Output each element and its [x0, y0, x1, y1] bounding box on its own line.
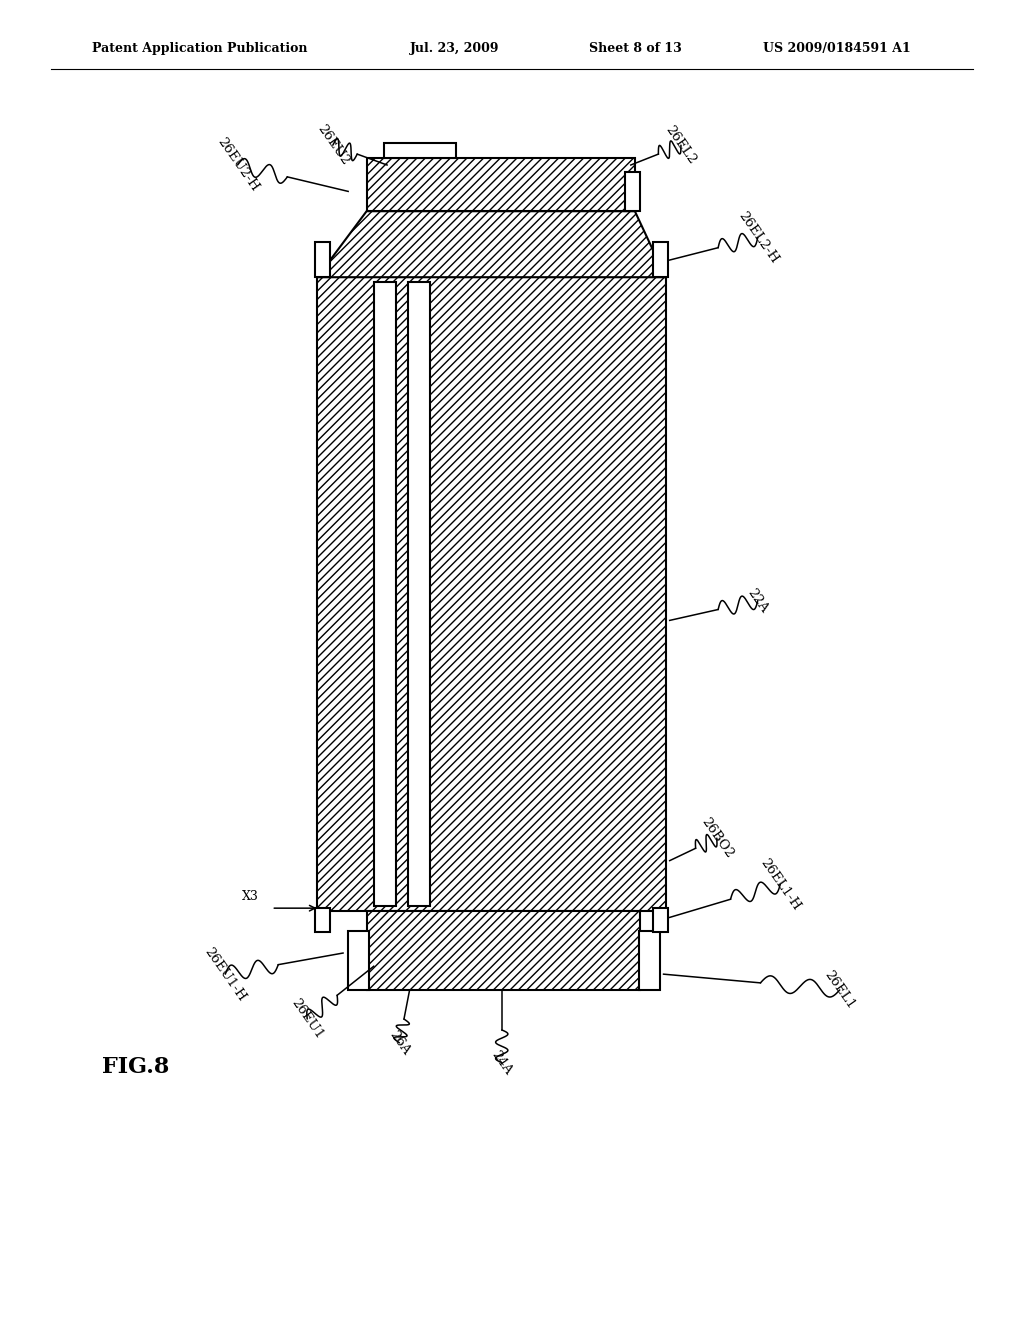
Text: 26EU2-H: 26EU2-H [214, 136, 261, 194]
Bar [348, 931, 369, 990]
Text: 26EU1-H: 26EU1-H [202, 945, 249, 1003]
Text: 26EL2: 26EL2 [664, 124, 698, 166]
Bar [317, 277, 666, 911]
Bar [384, 143, 456, 158]
Text: Jul. 23, 2009: Jul. 23, 2009 [410, 42, 499, 55]
Text: X3: X3 [243, 890, 259, 903]
Bar [367, 158, 635, 211]
Bar [653, 908, 668, 932]
Text: 26EL2-H: 26EL2-H [735, 210, 780, 265]
Bar [367, 911, 640, 990]
Bar [315, 242, 330, 277]
Polygon shape [317, 211, 666, 277]
Text: 26EU2: 26EU2 [314, 123, 351, 168]
Text: 26EL1-H: 26EL1-H [758, 857, 803, 912]
Text: Patent Application Publication: Patent Application Publication [92, 42, 307, 55]
Text: 26EL1: 26EL1 [822, 969, 857, 1011]
Text: 26EU1: 26EU1 [289, 997, 326, 1041]
Bar [639, 931, 660, 990]
Bar [408, 282, 430, 906]
Text: US 2009/0184591 A1: US 2009/0184591 A1 [763, 42, 910, 55]
Bar [653, 242, 668, 277]
Bar [625, 172, 640, 211]
Text: 26A: 26A [386, 1028, 413, 1057]
Text: FIG.8: FIG.8 [102, 1056, 170, 1078]
Text: 24A: 24A [488, 1048, 515, 1077]
Bar [315, 908, 330, 932]
Text: Sheet 8 of 13: Sheet 8 of 13 [589, 42, 682, 55]
Text: 26BO2: 26BO2 [698, 816, 735, 861]
Text: 22A: 22A [744, 586, 771, 615]
Bar [374, 282, 396, 906]
